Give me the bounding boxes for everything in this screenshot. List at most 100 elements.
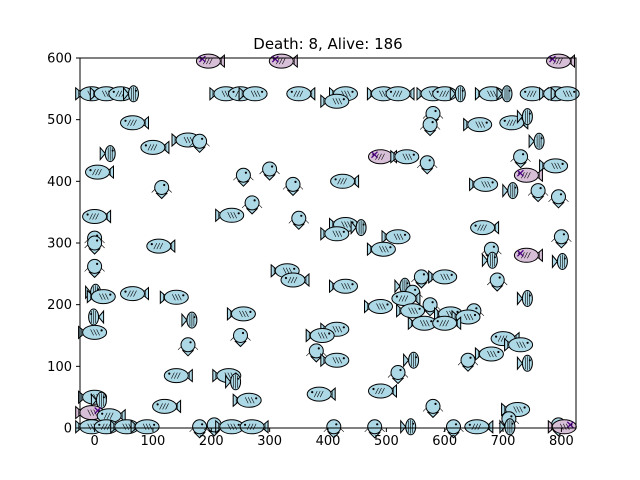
fish-marker xyxy=(177,337,199,357)
fish-marker xyxy=(510,149,531,169)
dead-fish-marker xyxy=(547,419,577,435)
fish-marker xyxy=(225,373,242,391)
fish-marker xyxy=(350,219,367,237)
x-tick-label: 500 xyxy=(374,434,399,449)
fish-marker xyxy=(432,315,462,331)
fish-marker xyxy=(496,85,513,103)
fish-marker xyxy=(306,386,336,402)
fish-marker xyxy=(288,210,310,231)
fish-marker xyxy=(239,419,269,435)
y-tick-label: 600 xyxy=(47,52,72,67)
fish-marker xyxy=(481,251,498,269)
x-tick-label: 800 xyxy=(549,434,574,449)
fish-marker xyxy=(259,161,280,181)
fish-marker xyxy=(416,155,438,175)
fish-marker xyxy=(329,278,358,294)
x-tick-label: 400 xyxy=(316,434,341,449)
fish-marker xyxy=(120,115,149,131)
fish-marker xyxy=(329,86,358,102)
fish-marker xyxy=(463,117,493,133)
dead-fish-marker xyxy=(513,247,543,263)
x-tick-label: 300 xyxy=(257,434,282,449)
fish-marker xyxy=(189,133,210,154)
fish-marker xyxy=(84,258,105,279)
fish-marker xyxy=(502,182,519,200)
fish-marker xyxy=(396,303,426,319)
fish-marker xyxy=(528,132,545,150)
x-tick-label: 0 xyxy=(90,434,98,449)
fish-marker xyxy=(428,269,458,285)
fish-marker xyxy=(364,299,393,314)
fish-layer xyxy=(75,53,580,439)
y-tick-label: 400 xyxy=(47,175,72,190)
fish-marker xyxy=(226,306,256,322)
fish-marker xyxy=(516,108,533,126)
fish-marker xyxy=(85,164,114,180)
fish-marker xyxy=(551,229,572,249)
fish-marker xyxy=(140,139,170,155)
fish-marker xyxy=(470,220,500,236)
fish-marker xyxy=(282,176,304,197)
dead-fish-marker xyxy=(513,167,543,183)
fish-marker xyxy=(233,167,254,187)
fish-marker xyxy=(320,93,350,109)
y-tick-label: 500 xyxy=(47,113,72,128)
fish-marker xyxy=(443,419,464,439)
fish-marker xyxy=(499,418,516,436)
fish-marker xyxy=(152,398,182,414)
fish-marker xyxy=(457,352,479,372)
fish-marker xyxy=(551,253,568,270)
fish-marker xyxy=(451,309,481,325)
fish-marker xyxy=(230,328,251,348)
chart-title: Death: 8, Alive: 186 xyxy=(253,35,402,53)
fish-marker xyxy=(86,289,116,305)
fish-marker xyxy=(486,272,508,292)
fish-marker xyxy=(419,297,441,317)
y-tick-label: 200 xyxy=(47,298,72,313)
fish-marker xyxy=(306,343,327,363)
fish-marker xyxy=(151,180,172,200)
fish-marker xyxy=(385,86,415,102)
x-tick-label: 200 xyxy=(199,434,224,449)
fish-marker xyxy=(366,241,396,257)
fish-marker xyxy=(469,176,499,192)
fish-marker xyxy=(403,351,420,369)
fish-marker xyxy=(280,272,310,288)
x-tick-label: 700 xyxy=(491,434,516,449)
fish-marker xyxy=(539,158,569,174)
fish-marker xyxy=(323,419,345,439)
fish-marker xyxy=(181,311,198,329)
fish-marker xyxy=(381,229,411,245)
fish-marker xyxy=(368,383,397,399)
fish-marker xyxy=(474,346,504,362)
fish-marker xyxy=(527,183,549,203)
fish-marker xyxy=(146,238,176,254)
fish-marker xyxy=(449,85,466,103)
fish-marker xyxy=(390,149,420,165)
fish-marker xyxy=(84,235,105,255)
fish-marker xyxy=(400,418,417,436)
fish-marker xyxy=(391,291,421,306)
y-tick-label: 100 xyxy=(47,360,72,375)
fish-marker xyxy=(238,86,268,102)
fish-marker xyxy=(516,354,533,372)
fish-marker xyxy=(548,189,569,209)
fish-marker xyxy=(215,419,245,435)
fish-marker xyxy=(320,226,350,242)
fish-marker xyxy=(330,173,360,189)
fish-marker xyxy=(123,85,139,103)
fish-marker xyxy=(550,86,580,102)
fish-marker xyxy=(364,419,385,439)
x-tick-label: 600 xyxy=(432,434,457,449)
fish-marker xyxy=(99,145,116,163)
fish-marker xyxy=(305,328,335,343)
fish-marker xyxy=(419,117,441,137)
fish-marker xyxy=(120,286,149,302)
tick-layer: 0 100 200 300 400 500 600 700 800 0 100 200 300 400 50… xyxy=(47,52,574,450)
fish-marker xyxy=(159,289,189,305)
fish-marker xyxy=(387,365,409,385)
fish-marker xyxy=(516,290,533,307)
fish-marker xyxy=(215,207,245,223)
fish-marker xyxy=(422,398,444,419)
